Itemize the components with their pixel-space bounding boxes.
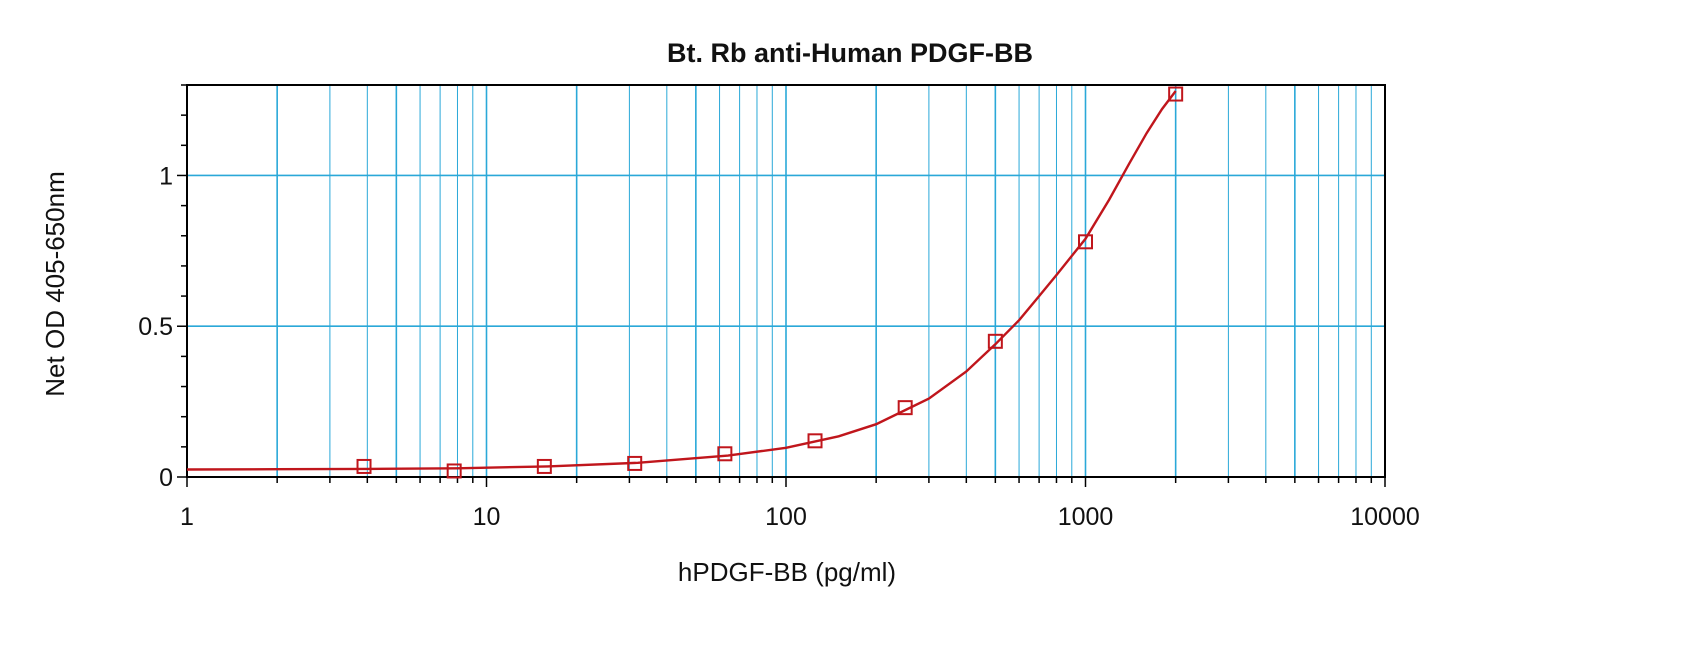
x-tick-label: 1000 (1058, 503, 1114, 531)
data-point (446, 463, 462, 479)
y-tick-label: 0.5 (138, 313, 173, 341)
tick-labels: 1 10 100 1000 10000 0 0.5 1 (138, 162, 1420, 531)
grid-lines (187, 85, 1385, 477)
data-point (987, 333, 1003, 349)
data-point (1078, 234, 1093, 250)
fit-curve (186, 90, 1177, 471)
chart-title: Bt. Rb anti-Human PDGF-BB (667, 38, 1033, 68)
x-axis-label: hPDGF-BB (pg/ml) (678, 557, 896, 587)
fit-curve-group (186, 90, 1177, 471)
x-tick-label: 1 (180, 503, 194, 531)
y-tick-label: 0 (159, 464, 173, 492)
data-point (717, 446, 733, 462)
data-point (356, 458, 372, 474)
data-points (356, 86, 1184, 479)
y-axis-label: Net OD 405-650nm (40, 171, 70, 396)
data-point (897, 400, 913, 416)
y-tick-label: 1 (159, 162, 173, 190)
axes (177, 84, 1386, 487)
data-point (807, 433, 823, 449)
data-point (627, 455, 643, 471)
x-tick-label: 10000 (1350, 503, 1420, 531)
data-point (1168, 86, 1184, 102)
x-tick-label: 10 (473, 503, 501, 531)
x-tick-label: 100 (765, 503, 807, 531)
data-point (536, 458, 552, 474)
